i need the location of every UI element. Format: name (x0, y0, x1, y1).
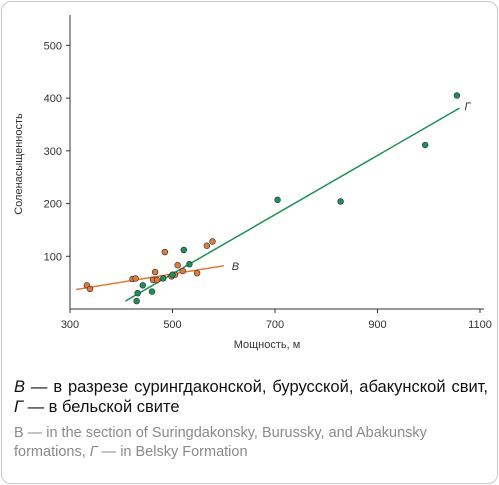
figure-caption-ru: В — в разрезе сурингдаконской, бурусской… (14, 377, 488, 417)
data-point (193, 269, 201, 277)
data-point (169, 271, 176, 278)
x-tick-label: 500 (163, 319, 181, 331)
caption-text-1: — в разрезе сурингдаконской, бурусской, … (25, 378, 488, 396)
x-tick-label: 300 (61, 319, 79, 331)
y-axis-label: Соленасыщенность (13, 113, 25, 215)
data-point (160, 275, 167, 282)
data-point (421, 141, 429, 149)
series-label-v: В (232, 261, 239, 273)
x-axis-label: Мощность, м (234, 339, 301, 351)
x-tick-label: 700 (266, 319, 284, 331)
figure-caption-en: B — in the section of Suringdakonsky, Bu… (14, 424, 488, 462)
scatter-chart: 300 500 700 900 1100 100 200 300 400 500 Мощность,… (13, 15, 492, 351)
data-point (151, 268, 159, 276)
data-point (179, 267, 186, 275)
data-point (139, 282, 146, 289)
data-point (180, 246, 187, 254)
data-point (133, 297, 140, 305)
trend-lines (76, 107, 460, 302)
y-tick-label: 200 (44, 199, 62, 211)
data-point (132, 275, 139, 282)
data-points (83, 92, 461, 305)
caption-en-label-g: Г (89, 444, 98, 460)
caption-label-g: Г (14, 398, 23, 416)
y-tick-label: 500 (44, 40, 62, 52)
chart-axes (66, 15, 484, 313)
caption-label-v: В (14, 378, 26, 396)
data-point (337, 198, 344, 205)
chart-labels: 300 500 700 900 1100 100 200 300 400 500 Мощность,… (13, 40, 492, 351)
data-point (453, 92, 461, 99)
caption-en-text-2: — in Belsky Formation (97, 444, 248, 460)
data-point (186, 260, 193, 268)
caption-en-text-1: — in the section of Suringdakonsky, Buru… (14, 425, 427, 460)
series-label-g: Г (465, 101, 472, 113)
data-point (153, 276, 161, 284)
x-tick-label: 1100 (468, 319, 492, 331)
data-point (134, 289, 141, 297)
data-point (148, 288, 156, 295)
trend-line-v (76, 265, 224, 291)
caption-en-label-v: B (14, 425, 24, 441)
x-tick-label: 900 (368, 319, 386, 331)
data-point (174, 262, 181, 269)
y-tick-label: 300 (44, 146, 62, 158)
data-point (161, 248, 169, 256)
caption-text-2: — в бельской свите (22, 398, 180, 416)
y-tick-label: 100 (44, 251, 62, 263)
data-point (203, 242, 211, 249)
y-tick-label: 400 (44, 93, 62, 105)
data-point (209, 238, 216, 245)
data-point (86, 285, 94, 293)
data-point (274, 196, 281, 204)
